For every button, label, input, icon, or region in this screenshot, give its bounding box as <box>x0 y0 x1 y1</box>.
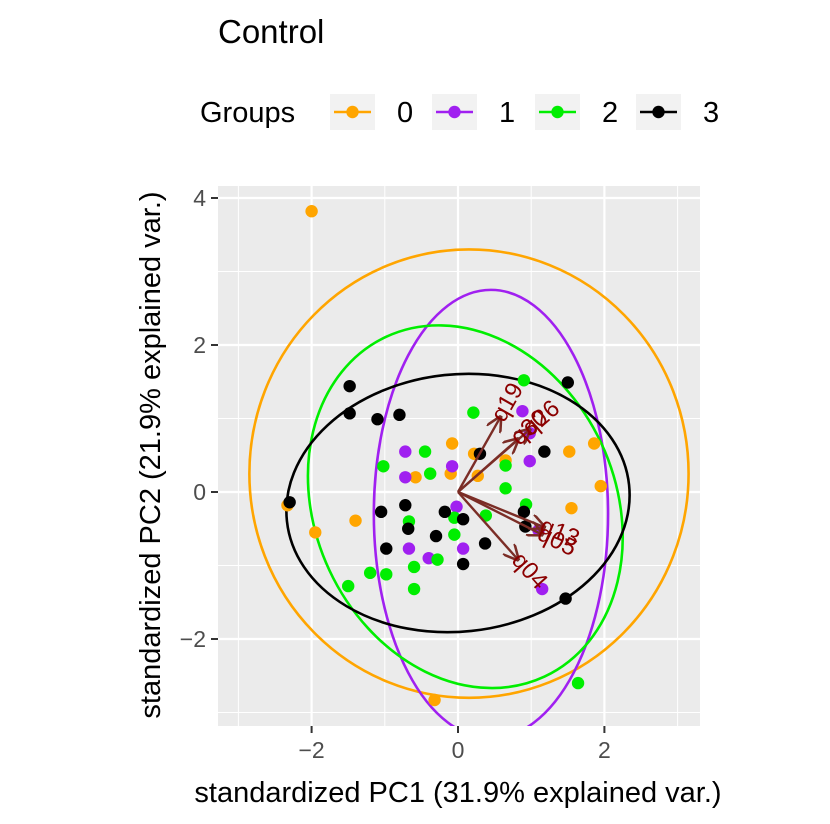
point-group-3 <box>517 505 531 519</box>
x-axis-label: standardized PC1 (31.9% explained var.) <box>194 777 721 809</box>
point-group-3 <box>371 413 384 426</box>
point-group-2 <box>499 482 512 495</box>
point-group-3 <box>559 592 572 605</box>
point-group-2 <box>517 374 531 387</box>
point-group-2 <box>418 445 432 458</box>
point-group-2 <box>363 566 377 580</box>
x-tick-label: 2 <box>598 737 611 763</box>
y-tick-label: 4 <box>193 185 206 211</box>
point-group-1 <box>445 460 459 473</box>
point-group-0 <box>409 471 422 484</box>
point-group-3 <box>561 376 574 389</box>
loading-arrow-q26 <box>457 430 530 493</box>
point-group-3 <box>456 557 470 571</box>
point-group-0 <box>445 437 459 450</box>
point-group-3 <box>380 542 393 555</box>
point-group-2 <box>467 406 480 419</box>
y-tick-label: 2 <box>193 332 206 358</box>
point-group-0 <box>587 437 601 450</box>
point-group-1 <box>399 471 412 484</box>
legend-label-3: 3 <box>703 97 719 129</box>
point-group-3 <box>429 529 443 543</box>
point-group-3 <box>438 505 452 519</box>
point-group-0 <box>565 501 578 515</box>
point-group-2 <box>377 460 390 473</box>
point-group-1 <box>456 542 470 555</box>
loading-arrow-q04 <box>457 491 518 560</box>
ellipse-group-2 <box>306 324 625 690</box>
y-tick-label: 0 <box>193 479 206 505</box>
x-tick-label: −2 <box>298 737 324 763</box>
legend-title: Groups <box>200 97 295 129</box>
legend-label-0: 0 <box>397 97 413 129</box>
point-group-3 <box>283 496 296 509</box>
legend-key-point <box>652 105 665 119</box>
point-group-3 <box>393 408 406 422</box>
loading-arrow-q19 <box>456 417 500 493</box>
legend-key-point <box>346 105 359 119</box>
point-group-3 <box>402 522 415 535</box>
chart-title: Control <box>218 13 324 50</box>
point-group-3 <box>343 379 356 393</box>
point-group-0 <box>349 514 362 527</box>
point-group-0 <box>428 693 441 707</box>
point-group-2 <box>448 528 461 541</box>
point-group-0 <box>563 445 576 458</box>
point-group-0 <box>594 479 607 493</box>
ellipse-group-3 <box>285 372 631 634</box>
ellipse-group-0 <box>248 248 690 700</box>
point-group-3 <box>456 512 470 526</box>
point-group-1 <box>402 542 416 555</box>
point-group-2 <box>571 676 585 690</box>
ellipse-group-1 <box>372 288 610 726</box>
point-group-2 <box>499 459 512 472</box>
legend: Groups 0 1 2 3 <box>200 94 719 130</box>
point-group-1 <box>516 404 529 418</box>
point-group-2 <box>431 553 444 566</box>
point-group-3 <box>343 407 356 420</box>
point-group-2 <box>407 560 421 574</box>
point-group-1 <box>535 582 549 596</box>
point-group-2 <box>342 579 355 593</box>
loading-arrow-q05 <box>457 490 542 535</box>
point-group-1 <box>399 445 412 458</box>
x-tick-label: 0 <box>452 737 465 763</box>
legend-key-point <box>551 105 564 119</box>
point-group-3 <box>478 537 492 550</box>
point-group-1 <box>523 454 536 468</box>
y-axis-label: standardized PC2 (21.9% explained var.) <box>135 191 167 718</box>
point-group-2 <box>380 568 393 581</box>
y-tick-label: −2 <box>180 626 206 652</box>
legend-label-1: 1 <box>499 97 515 129</box>
point-group-1 <box>450 500 463 513</box>
legend-key-point <box>448 105 461 119</box>
point-group-0 <box>309 526 322 539</box>
point-group-3 <box>538 445 551 458</box>
legend-label-2: 2 <box>602 97 618 129</box>
point-group-0 <box>305 205 318 218</box>
point-group-2 <box>407 582 421 596</box>
point-group-2 <box>423 467 437 480</box>
point-group-3 <box>399 499 412 512</box>
point-group-3 <box>374 505 388 519</box>
